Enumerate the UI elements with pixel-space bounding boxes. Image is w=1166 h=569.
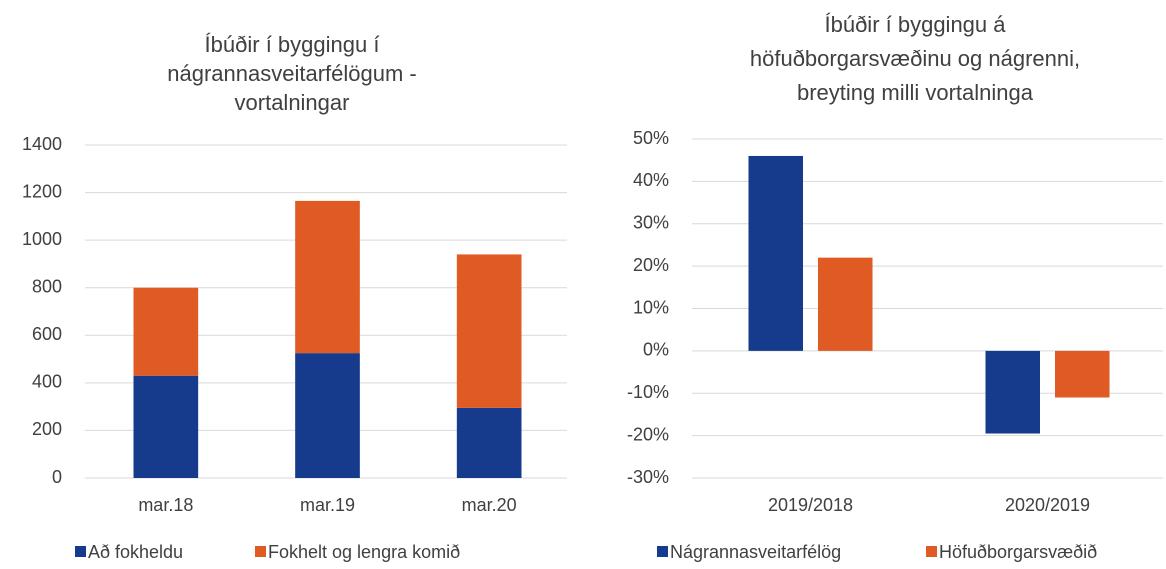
bar — [818, 257, 873, 351]
y-tick-label: -30% — [627, 467, 669, 487]
y-tick-label: 400 — [32, 372, 62, 392]
x-tick-label: mar.20 — [462, 495, 517, 515]
y-tick-label: 600 — [32, 324, 62, 344]
bar — [295, 353, 360, 478]
legend-label: Höfuðborgarsvæðið — [939, 542, 1097, 562]
bar — [985, 350, 1040, 434]
y-tick-label: 30% — [633, 213, 669, 233]
bar — [456, 254, 522, 408]
y-tick-label: 1400 — [22, 134, 62, 154]
legend-label: Nágrannasveitarfélög — [670, 542, 841, 562]
legend-swatch — [255, 546, 266, 557]
chart-title: breyting milli vortalninga — [797, 80, 1034, 105]
x-tick-label: 2019/2018 — [768, 495, 853, 515]
y-tick-label: -20% — [627, 424, 669, 444]
legend-label: Fokhelt og lengra komið — [268, 542, 460, 562]
bar — [1055, 350, 1110, 398]
y-tick-label: 1000 — [22, 229, 62, 249]
y-tick-label: 800 — [32, 276, 62, 296]
chart-title: vortalningar — [235, 90, 350, 115]
y-tick-label: 10% — [633, 297, 669, 317]
legend-swatch — [657, 546, 668, 557]
x-tick-label: 2020/2019 — [1005, 495, 1090, 515]
y-tick-label: 40% — [633, 170, 669, 190]
bar — [295, 200, 360, 354]
y-tick-label: 50% — [633, 128, 669, 148]
y-tick-label: 0% — [643, 340, 669, 360]
x-tick-label: mar.18 — [138, 495, 193, 515]
chart-title: Íbúðir í byggingu í — [205, 32, 380, 57]
chart-title: nágrannasveitarfélögum - — [167, 61, 416, 86]
y-tick-label: 0 — [52, 467, 62, 487]
legend-label: Að fokheldu — [88, 542, 183, 562]
y-tick-label: 20% — [633, 255, 669, 275]
chart-title: Íbúðir í byggingu á — [824, 12, 1006, 37]
chart-title: höfuðborgarsvæðinu og nágrenni, — [750, 46, 1080, 71]
bar — [133, 375, 199, 478]
bar — [748, 155, 803, 351]
bar — [133, 287, 199, 376]
y-tick-label: 200 — [32, 419, 62, 439]
bar — [456, 407, 522, 478]
legend-swatch — [75, 546, 86, 557]
legend-swatch — [926, 546, 937, 557]
x-tick-label: mar.19 — [300, 495, 355, 515]
y-tick-label: 1200 — [22, 181, 62, 201]
y-tick-label: -10% — [627, 382, 669, 402]
